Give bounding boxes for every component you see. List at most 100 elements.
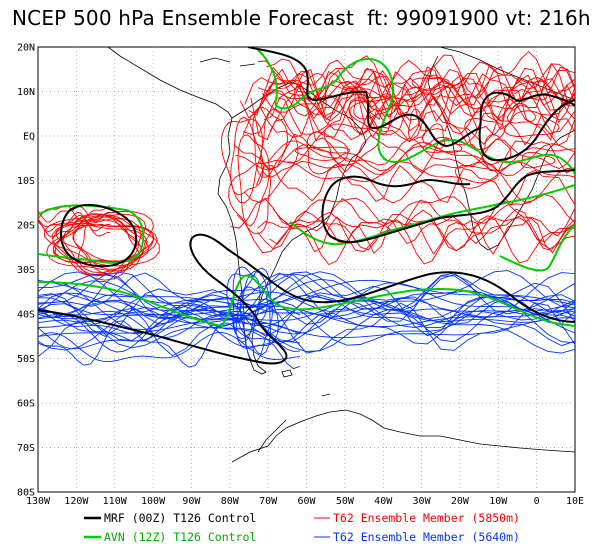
lon-label: 120W [64,496,89,507]
red-member-loop [230,116,264,196]
red-member-contour [255,163,575,206]
lon-label: 20W [451,496,470,507]
red-member-contour [257,210,575,252]
lon-label: 30W [413,496,432,507]
lat-label: 20N [17,43,35,54]
mrf-contour-north [247,47,575,148]
lon-label: 40W [374,496,393,507]
red-member-loop [506,102,536,124]
blue-member-contour [38,279,575,306]
blue-member-contour [38,271,575,319]
red-member-contour [38,220,111,238]
blue-member-contour [38,300,301,335]
blue-member-contour [38,331,301,363]
red-member-loop [77,214,160,274]
avn-contour-north [254,47,575,176]
lat-label: EQ [23,132,35,143]
central-america-coast [107,47,233,119]
blue-member-contour [38,293,575,320]
red-member-contour [269,214,575,245]
blue-member-loop [226,273,261,343]
lon-label: 80W [221,496,240,507]
red-member-contour [276,214,575,255]
red-member-loop [293,73,327,116]
blue-member-contour [38,290,575,314]
blue-member-contour [38,310,575,347]
red-member-loop [237,134,270,227]
blue-member-contour [38,305,575,328]
red-member-loop [294,146,350,161]
falkland-islands [281,369,293,378]
red-member-loop [260,108,299,178]
lon-label: 100W [141,496,166,507]
blue-member-contour [38,300,575,349]
lat-label: 60S [17,399,35,410]
gridlines [38,47,575,492]
mrf-contour-trough [321,169,575,243]
lon-label: 110W [103,496,128,507]
blue-member-contour [38,317,575,339]
red-member-loop [43,210,154,267]
lon-label: 50W [336,496,355,507]
south-georgia [321,393,331,397]
red-member-loop [46,216,141,272]
red-member-loop [72,224,155,270]
red-member-contour [272,194,575,225]
lon-label: 90W [182,496,201,507]
red-member-contour [263,62,575,121]
lon-label: 10E [566,496,584,507]
blue-member-loop [236,267,271,356]
lon-label: 10W [489,496,508,507]
red-ensemble-contours [38,51,575,281]
lon-label: 60W [297,496,316,507]
blue-member-contour [38,308,301,338]
red-member-contour [243,160,575,204]
lat-label: 70S [17,443,35,454]
lat-label: 30S [17,265,35,276]
legend: MRF (00Z) T126 Control AVN (12Z) T126 Co… [84,511,520,544]
avn-contour-atlantic [499,224,575,272]
lat-label: 50S [17,354,35,365]
legend-label-avn: AVN (12Z) T126 Control [104,530,256,544]
red-member-loop [228,162,272,235]
lat-label: 10N [17,87,35,98]
lat-label: 10S [17,176,35,187]
continent-outlines [107,47,575,463]
blue-member-loop [235,270,279,350]
blue-member-contour [38,278,575,331]
lat-label: 40S [17,310,35,321]
red-member-loop [408,108,427,141]
red-member-loop [464,118,505,151]
mrf-control-contours [38,47,575,365]
red-member-loop [411,77,450,96]
south-america-coast [217,81,367,375]
lat-label: 80S [17,488,35,499]
red-member-contour [38,212,111,228]
caribbean-islands [199,57,256,67]
mrf-contour-ring [478,99,575,162]
blue-ensemble-contours [38,266,575,370]
red-member-contour [38,206,111,223]
avn-contour-southern [38,274,575,328]
blue-member-contour [38,310,301,353]
lat-label: 20S [17,221,35,232]
red-member-contour [257,217,575,266]
red-member-loop [220,118,263,204]
red-member-contour [278,65,575,109]
blue-member-contour [38,272,575,313]
red-member-loop [306,131,349,175]
blue-member-contour [38,306,575,354]
red-member-loop [62,225,148,276]
blue-member-contour [38,320,301,370]
antarctic-peninsula [257,419,287,453]
red-member-contour [234,144,575,172]
legend-label-blue: T62 Ensemble Member (5640m) [333,530,520,544]
map-title: NCEP 500 hPa Ensemble Forecast ft: 99091… [12,6,591,30]
lon-label: 0 [534,496,540,507]
red-member-loop [323,123,380,166]
mrf-contour-southern [38,233,575,365]
red-member-contour [234,133,575,174]
legend-label-red: T62 Ensemble Member (5850m) [333,511,520,525]
legend-label-mrf: MRF (00Z) T126 Control [104,511,256,525]
